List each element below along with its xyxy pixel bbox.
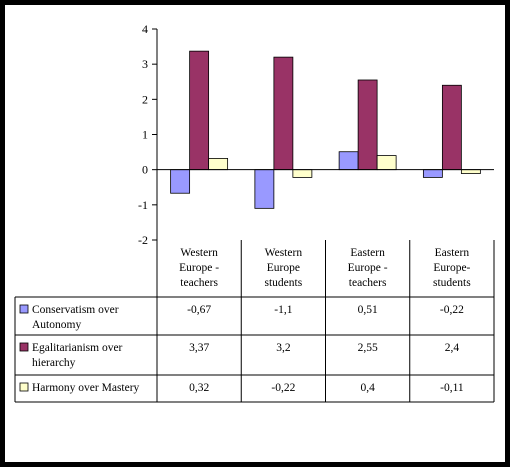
category-label: Europe - (348, 262, 388, 274)
bar (208, 158, 229, 171)
legend-key (19, 342, 29, 352)
bar (338, 151, 359, 171)
y-tick-label: 2 (142, 92, 148, 106)
category-label: Western (265, 247, 303, 259)
data-table-cell: -0,67 (187, 304, 211, 316)
data-table-cell: 3,37 (189, 342, 209, 354)
legend-key (19, 382, 29, 392)
legend-key (19, 304, 29, 314)
y-tick-label: 1 (142, 128, 148, 142)
bar (376, 155, 397, 171)
data-table-cell: -0,22 (271, 382, 295, 394)
legend-label: hierarchy (32, 357, 76, 369)
category-label: Europe (267, 262, 300, 274)
category-label: students (265, 277, 303, 289)
category-label: Eastern (435, 247, 470, 259)
data-table-cell: -0,11 (440, 382, 464, 394)
bar (441, 84, 462, 171)
bar (170, 169, 191, 194)
category-label: Europe- (433, 262, 470, 274)
chart: -2 -1 0 1 2 3 4 Western Europe - teachers Western E… (14, 22, 495, 403)
y-tick-label: -2 (138, 233, 148, 247)
category-label: Western (180, 247, 218, 259)
y-tick-label: 4 (142, 22, 148, 36)
data-table-cell: 3,2 (276, 342, 291, 354)
data-table-cell: 2,55 (358, 342, 378, 354)
category-label: teachers (180, 277, 218, 289)
y-tick-label: 3 (142, 57, 148, 71)
data-table-cell: -1,1 (274, 304, 292, 316)
category-label: Europe - (179, 262, 219, 274)
y-tick-label: -1 (138, 198, 148, 212)
legend-label: Conservatism over (32, 304, 119, 316)
legend-label: Harmony over Mastery (32, 382, 140, 394)
bar (292, 169, 313, 178)
data-table-cell: -0,22 (440, 304, 464, 316)
bar (357, 79, 378, 171)
category-label: Eastern (350, 247, 385, 259)
bar (422, 169, 443, 178)
bar (460, 169, 481, 174)
chart-frame: -2 -1 0 1 2 3 4 Western Europe - teachers Western E… (5, 5, 505, 462)
category-label: teachers (349, 277, 387, 289)
legend-label: Egalitarianism over (32, 342, 123, 354)
bar (189, 50, 210, 171)
legend-label: Autonomy (32, 319, 81, 331)
data-table-cell: 0,32 (189, 382, 209, 394)
category-label: students (433, 277, 471, 289)
data-table-cell: 0,51 (358, 304, 378, 316)
bar (254, 169, 275, 209)
y-tick-label: 0 (142, 163, 148, 177)
bar (273, 56, 294, 171)
data-table-cell: 0,4 (360, 382, 375, 394)
data-table-cell: 2,4 (445, 342, 460, 354)
